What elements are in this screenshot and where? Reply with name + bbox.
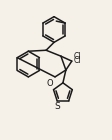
Text: O: O (46, 79, 53, 88)
Text: S: S (54, 102, 59, 111)
Text: Cl: Cl (73, 52, 81, 61)
Text: Cl: Cl (73, 56, 81, 65)
